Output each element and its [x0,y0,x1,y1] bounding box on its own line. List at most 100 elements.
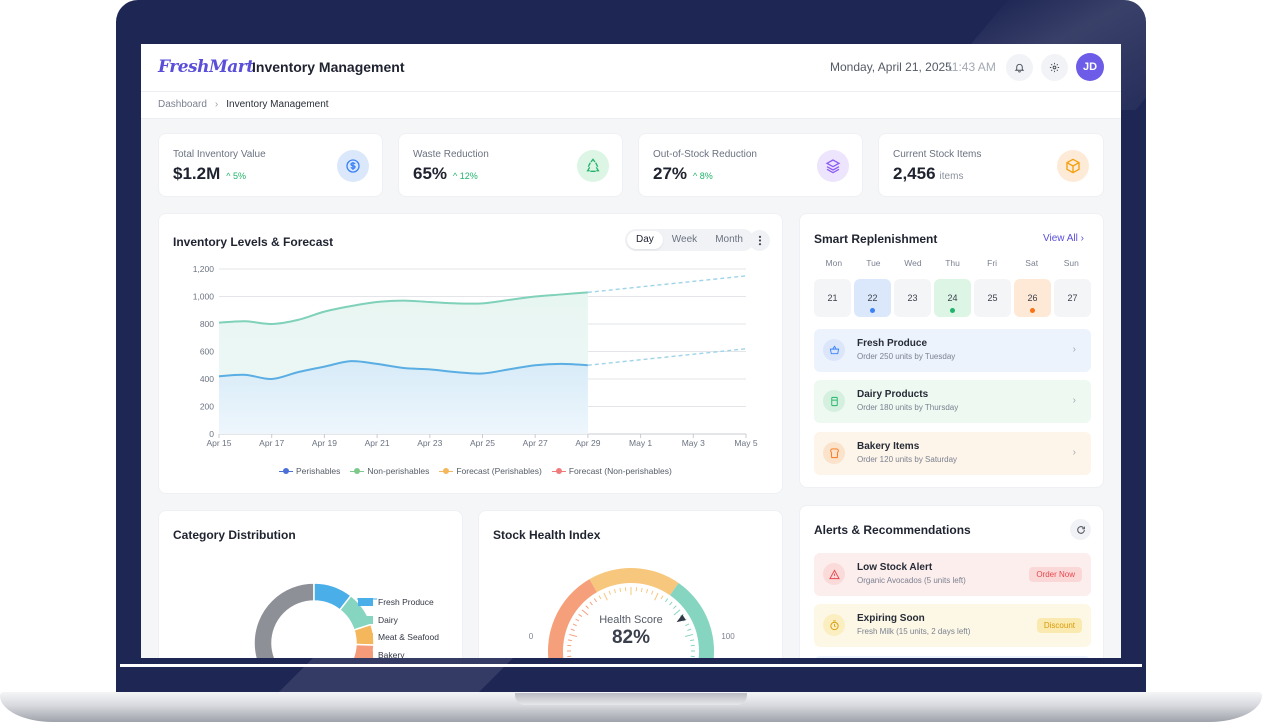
gauge-tick [585,605,589,609]
date-number: 22 [867,293,878,303]
legend-item[interactable]: Forecast (Non-perishables) [551,466,672,476]
legend-label: Forecast (Non-perishables) [568,466,672,476]
view-all-link[interactable]: View All › [1043,233,1084,244]
top-bar: FreshMart Inventory Management Monday, A… [141,44,1121,92]
event-dot [1030,308,1035,313]
gauge-band-high [670,583,714,658]
breadcrumb-separator: › [214,99,219,110]
health-score-value: 82% [612,627,650,648]
alerts-card: Alerts & Recommendations Low Stock Alert… [799,505,1104,658]
y-tick-label: 800 [200,319,214,329]
stat-card-stock-items: Current Stock Items 2,456 items [878,133,1104,197]
legend-item[interactable]: Perishables [279,466,340,476]
x-tick-label: Apr 27 [523,438,548,448]
legend-item[interactable]: Non-perishables [350,466,429,476]
x-tick-label: May 3 [682,438,705,448]
gauge-tick [598,595,602,600]
discount-button[interactable]: Discount [1036,618,1082,633]
legend-item[interactable]: Forecast (Perishables) [439,466,542,476]
gauge-tick [654,592,659,601]
chevron-right-icon: › [1080,233,1084,244]
stat-value: 2,456 [893,164,936,183]
box-icon [1057,150,1089,182]
date-number: 26 [1027,293,1038,303]
toggle-week[interactable]: Week [671,234,698,245]
weekday-label: Fri [987,258,998,268]
replenishment-title: Smart Replenishment [814,232,938,246]
toggle-day[interactable]: Day [627,231,663,249]
legend-swatch [358,650,373,658]
stat-value-wrap: 2,456 items [893,164,963,184]
x-tick-label: May 1 [629,438,652,448]
replenishment-item-fresh-produce[interactable]: Fresh Produce Order 250 units by Tuesday… [814,329,1091,372]
chart-menu-button[interactable] [749,230,770,251]
replenishment-item-bakery[interactable]: Bakery Items Order 120 units by Saturday… [814,432,1091,475]
inventory-chart-card: Inventory Levels & Forecast Day Week Mon… [158,213,783,494]
chevron-right-icon: › [1072,447,1076,458]
legend-label: Perishables [296,466,341,476]
gear-icon [1049,62,1060,73]
event-dot [950,308,955,313]
breadcrumb-dashboard[interactable]: Dashboard [158,99,207,110]
chevron-right-icon: › [1072,344,1076,355]
stat-value-wrap: $1.2M ^ 5% [173,164,246,184]
alerts-title: Alerts & Recommendations [814,523,971,537]
calendar-date[interactable]: 23 [894,279,931,317]
gauge-tick [673,609,681,616]
chart-legend: Perishables Non-perishables Forecast (Pe… [279,466,672,476]
bell-icon [1014,63,1025,73]
calendar-date[interactable]: 25 [974,279,1011,317]
refresh-button[interactable] [1070,519,1091,540]
event-dot [870,308,875,313]
gauge-tick [581,609,589,616]
legend-swatch [358,615,373,624]
calendar-date[interactable]: 24 [934,279,971,317]
legend-item: Dairy [358,611,439,629]
chart-title: Inventory Levels & Forecast [173,235,334,249]
alert-subtitle: Fresh Milk (15 units, 2 days left) [857,627,971,636]
calendar-date[interactable]: 26 [1014,279,1051,317]
item-title: Fresh Produce [857,338,928,349]
toggle-month[interactable]: Month [715,234,743,245]
stat-card-waste-reduction: Waste Reduction 65% ^ 12% [398,133,623,197]
range-toggle: Day Week Month [625,229,754,251]
app-screen: FreshMart Inventory Management Monday, A… [141,44,1121,658]
weekday-label: Sat [1025,258,1039,268]
gauge-tick [589,601,593,606]
brand-logo[interactable]: FreshMart [158,57,254,77]
avatar[interactable]: JD [1076,53,1104,81]
series-line-forecast-non-perishables [587,275,747,294]
calendar-date[interactable]: 21 [814,279,851,317]
current-time: 11:43 AM [946,60,996,74]
legend-item: Fresh Produce [358,593,439,611]
alert-low-stock[interactable]: Low Stock Alert Organic Avocados (5 unit… [814,553,1091,596]
stat-value-wrap: 65% ^ 12% [413,164,478,184]
date-number: 24 [947,293,958,303]
milk-icon [823,390,845,412]
calendar-dates: 21 22 23 24 25 26 27 [814,279,1091,317]
notifications-button[interactable] [1006,54,1033,81]
current-date: Monday, April 21, 2025 [830,60,952,74]
replenishment-item-dairy[interactable]: Dairy Products Order 180 units by Thursd… [814,380,1091,423]
gauge-tick [593,598,597,603]
order-now-button[interactable]: Order Now [1029,567,1082,582]
gauge-tick [640,587,643,592]
refresh-icon [1076,525,1085,534]
stat-label: Out-of-Stock Reduction [653,149,757,160]
settings-button[interactable] [1041,54,1068,81]
breadcrumb: Dashboard › Inventory Management [141,92,1121,119]
stat-card-out-of-stock: Out-of-Stock Reduction 27% ^ 8% [638,133,863,197]
gauge-tick [578,613,583,617]
y-tick-label: 200 [200,402,214,412]
alert-expiring-soon[interactable]: Expiring Soon Fresh Milk (15 units, 2 da… [814,604,1091,647]
stat-label: Current Stock Items [893,149,982,160]
alert-title: Expiring Soon [857,613,925,624]
calendar-date[interactable]: 22 [854,279,891,317]
stat-value: $1.2M [173,164,221,183]
smart-replenishment-card: Smart Replenishment View All › Mon Tue Wed… [799,213,1104,488]
gauge-tick [613,589,616,594]
date-number: 27 [1067,293,1078,303]
calendar-date[interactable]: 27 [1054,279,1091,317]
alert-item[interactable] [814,656,1091,658]
